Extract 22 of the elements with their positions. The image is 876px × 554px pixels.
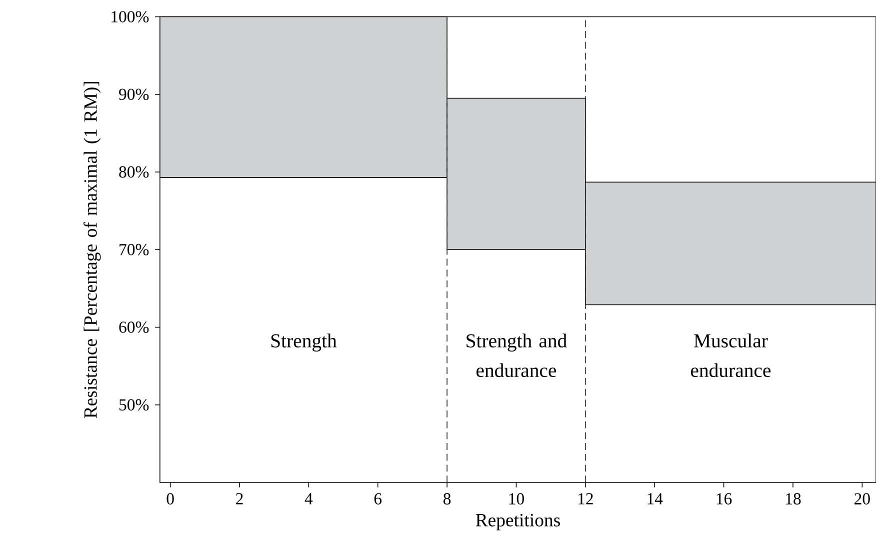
annotation: Muscular endurance <box>690 334 771 378</box>
annotation: Strength and endurance <box>466 334 567 378</box>
y-tick-label: 90% <box>119 88 149 100</box>
y-axis-title: Resistance [Percentage of maximal (1 RM)] <box>84 82 101 418</box>
x-tick-label: 18 <box>786 493 801 505</box>
y-tick-label: 50% <box>119 399 149 411</box>
x-tick-label: 8 <box>443 493 451 505</box>
x-tick-label: 12 <box>578 493 593 504</box>
x-tick-label: 20 <box>854 493 870 505</box>
y-tick-label: 80% <box>119 166 149 178</box>
y-tick-label: 60% <box>119 322 149 333</box>
x-axis-title: Repetitions <box>476 514 560 530</box>
y-tick-label: 70% <box>120 244 149 256</box>
x-tick-label: 0 <box>166 493 174 505</box>
y-tick-label: 100% <box>112 11 149 22</box>
x-tick-label: 2 <box>236 493 243 504</box>
x-tick-label: 10 <box>509 493 524 505</box>
x-tick-label: 16 <box>716 493 732 504</box>
annotation: Strength <box>271 334 337 352</box>
x-tick-label: 6 <box>374 493 382 504</box>
x-tick-label: 4 <box>304 493 313 504</box>
x-tick-label: 14 <box>648 493 663 504</box>
